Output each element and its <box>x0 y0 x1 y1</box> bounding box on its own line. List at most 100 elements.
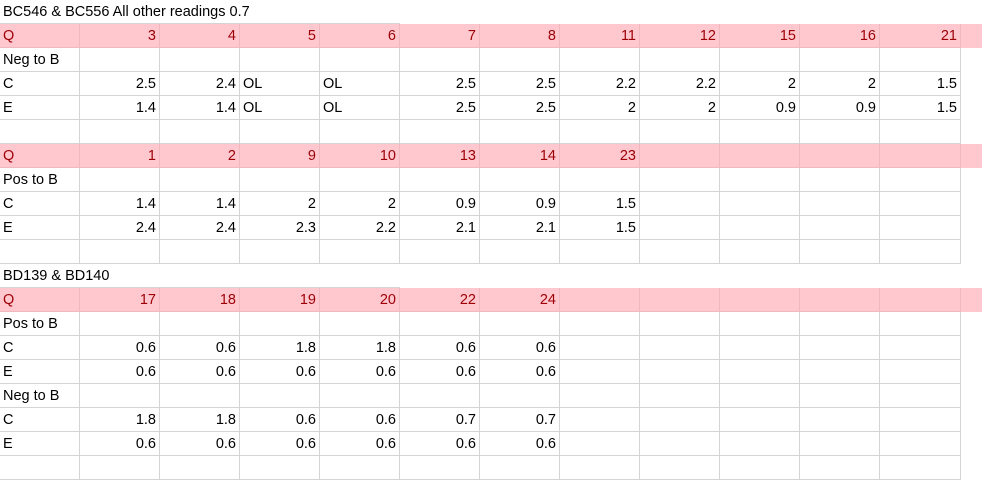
sheet-cell[interactable] <box>720 336 800 360</box>
sheet-cell[interactable] <box>640 240 720 264</box>
sheet-cell[interactable] <box>800 456 880 480</box>
sheet-cell[interactable]: 0.6 <box>80 336 160 360</box>
sheet-cell[interactable] <box>80 120 160 144</box>
sheet-cell[interactable] <box>720 144 800 168</box>
sheet-cell[interactable]: 0.6 <box>320 360 400 384</box>
sheet-cell[interactable]: 1.8 <box>160 408 240 432</box>
sheet-cell[interactable]: 1.4 <box>160 96 240 120</box>
sheet-cell[interactable] <box>880 456 961 480</box>
sheet-cell[interactable]: 0.6 <box>480 432 560 456</box>
sheet-cell[interactable]: 0.6 <box>240 408 320 432</box>
sheet-cell[interactable] <box>720 168 800 192</box>
sheet-cell[interactable]: Q <box>0 24 80 48</box>
sheet-cell[interactable] <box>640 120 720 144</box>
sheet-cell[interactable] <box>80 240 160 264</box>
sheet-cell[interactable] <box>800 288 880 312</box>
sheet-cell[interactable]: OL <box>240 72 320 96</box>
sheet-cell[interactable]: 2.5 <box>480 96 560 120</box>
sheet-cell[interactable]: 0.6 <box>400 432 480 456</box>
sheet-cell[interactable] <box>640 408 720 432</box>
sheet-cell[interactable] <box>880 144 961 168</box>
sheet-cell[interactable] <box>800 384 880 408</box>
sheet-cell[interactable] <box>560 312 640 336</box>
sheet-cell[interactable]: 19 <box>240 288 320 312</box>
sheet-cell[interactable] <box>800 120 880 144</box>
sheet-cell[interactable]: 2 <box>560 96 640 120</box>
sheet-cell[interactable]: 0.6 <box>80 360 160 384</box>
sheet-cell[interactable] <box>560 168 640 192</box>
sheet-cell[interactable]: 2.5 <box>400 72 480 96</box>
sheet-cell[interactable] <box>160 168 240 192</box>
sheet-cell[interactable] <box>880 384 961 408</box>
sheet-cell[interactable] <box>320 48 400 72</box>
sheet-cell[interactable] <box>720 384 800 408</box>
sheet-cell[interactable]: 2 <box>160 144 240 168</box>
sheet-cell[interactable] <box>240 48 320 72</box>
sheet-cell[interactable] <box>160 240 240 264</box>
sheet-cell[interactable] <box>800 216 880 240</box>
sheet-cell[interactable]: 0.6 <box>320 432 400 456</box>
sheet-cell[interactable] <box>720 456 800 480</box>
sheet-cell[interactable]: 17 <box>80 288 160 312</box>
sheet-cell[interactable]: 1.5 <box>880 96 961 120</box>
sheet-cell[interactable] <box>880 168 961 192</box>
sheet-cell[interactable]: 2 <box>800 72 880 96</box>
sheet-cell[interactable] <box>640 288 720 312</box>
sheet-cell[interactable]: 2.4 <box>160 216 240 240</box>
sheet-cell[interactable]: 1.5 <box>560 192 640 216</box>
sheet-cell[interactable]: 7 <box>400 24 480 48</box>
sheet-cell[interactable] <box>880 192 961 216</box>
sheet-cell[interactable] <box>560 336 640 360</box>
sheet-cell[interactable] <box>800 360 880 384</box>
sheet-cell[interactable] <box>400 240 480 264</box>
sheet-cell[interactable]: 0.9 <box>480 192 560 216</box>
sheet-cell[interactable] <box>640 336 720 360</box>
sheet-cell[interactable] <box>880 120 961 144</box>
sheet-cell[interactable]: 0.6 <box>400 360 480 384</box>
sheet-cell[interactable] <box>480 312 560 336</box>
sheet-cell[interactable]: E <box>0 360 80 384</box>
sheet-cell[interactable]: 0.9 <box>400 192 480 216</box>
sheet-cell[interactable] <box>640 216 720 240</box>
sheet-cell[interactable]: 0.6 <box>80 432 160 456</box>
sheet-cell[interactable] <box>800 312 880 336</box>
sheet-cell[interactable] <box>880 360 961 384</box>
sheet-cell[interactable] <box>560 240 640 264</box>
sheet-cell[interactable] <box>160 384 240 408</box>
sheet-cell[interactable]: E <box>0 432 80 456</box>
sheet-cell[interactable]: 18 <box>160 288 240 312</box>
sheet-cell[interactable]: 20 <box>320 288 400 312</box>
sheet-cell[interactable]: OL <box>320 72 400 96</box>
sheet-cell[interactable] <box>880 288 961 312</box>
sheet-cell[interactable]: 2.2 <box>640 72 720 96</box>
sheet-cell[interactable] <box>880 336 961 360</box>
sheet-cell[interactable] <box>480 456 560 480</box>
sheet-cell[interactable] <box>0 456 80 480</box>
sheet-cell[interactable] <box>560 408 640 432</box>
sheet-cell[interactable]: 15 <box>720 24 800 48</box>
sheet-cell[interactable] <box>800 144 880 168</box>
sheet-cell[interactable]: Neg to B <box>0 384 80 408</box>
sheet-cell[interactable] <box>80 312 160 336</box>
sheet-cell[interactable] <box>720 408 800 432</box>
sheet-cell[interactable] <box>400 48 480 72</box>
sheet-cell[interactable]: 2.4 <box>80 216 160 240</box>
sheet-cell[interactable]: 0.6 <box>480 360 560 384</box>
sheet-cell[interactable]: 0.7 <box>480 408 560 432</box>
sheet-cell[interactable]: 0.6 <box>160 360 240 384</box>
sheet-cell[interactable]: 3 <box>80 24 160 48</box>
sheet-cell[interactable]: 2.2 <box>560 72 640 96</box>
sheet-cell[interactable] <box>800 168 880 192</box>
sheet-cell[interactable] <box>240 312 320 336</box>
sheet-cell[interactable] <box>560 384 640 408</box>
sheet-cell[interactable] <box>640 192 720 216</box>
sheet-cell[interactable] <box>320 240 400 264</box>
sheet-cell[interactable] <box>80 384 160 408</box>
sheet-cell[interactable] <box>240 456 320 480</box>
sheet-cell[interactable]: 11 <box>560 24 640 48</box>
sheet-cell[interactable] <box>320 456 400 480</box>
sheet-cell[interactable] <box>400 384 480 408</box>
sheet-cell[interactable] <box>640 384 720 408</box>
sheet-cell[interactable] <box>640 432 720 456</box>
sheet-cell[interactable] <box>160 48 240 72</box>
